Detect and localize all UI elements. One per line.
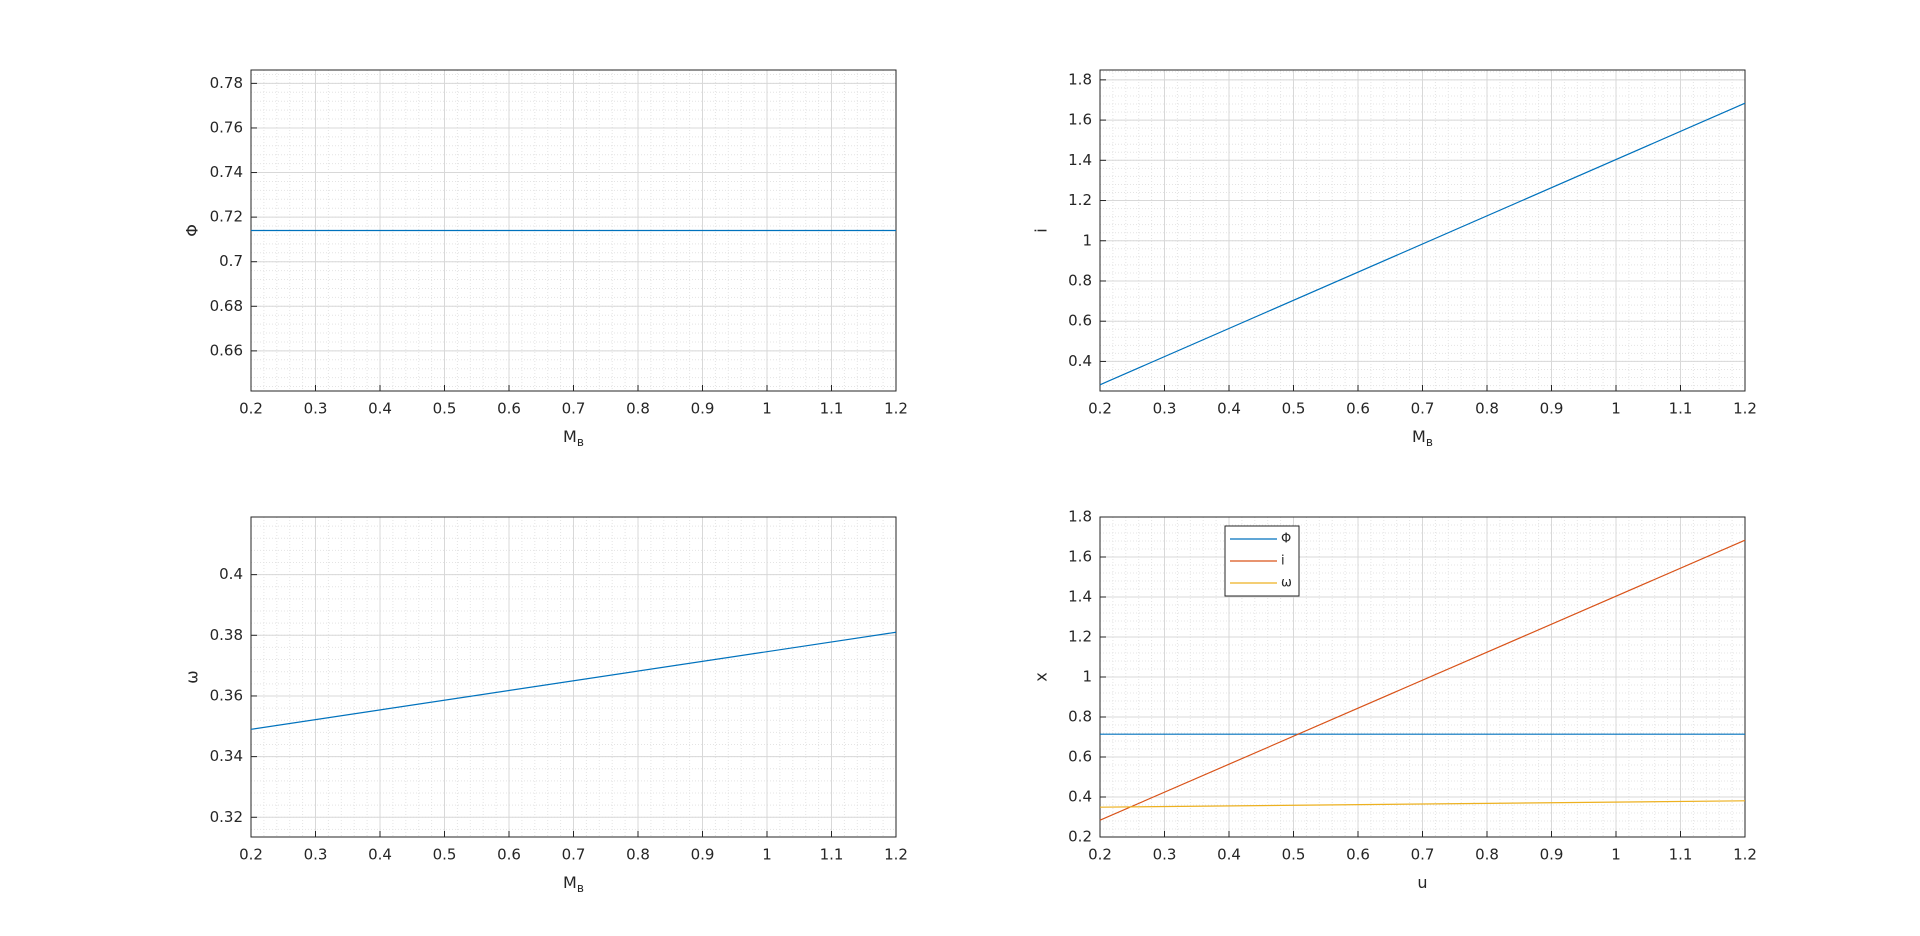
x-tick-label: 0.2	[239, 846, 263, 864]
y-tick-label: 0.66	[210, 341, 243, 359]
data-line	[1099, 539, 1746, 821]
x-tick-label: 1.2	[1733, 400, 1757, 418]
y-tick-label: 0.8	[1068, 271, 1092, 289]
x-tick-label: 1.1	[820, 400, 844, 418]
y-tick-label: 1	[1082, 668, 1092, 686]
y-tick-label: 0.6	[1068, 312, 1092, 330]
x-tick-label: 0.8	[626, 846, 650, 864]
x-label-text: M	[1412, 427, 1426, 446]
x-tick-label: 1.2	[884, 400, 908, 418]
y-tick-label: 0.76	[210, 118, 243, 136]
y-tick-label: 1.6	[1068, 111, 1092, 129]
x-tick-label: 0.2	[1088, 846, 1112, 864]
x-tick-label: 0.9	[1540, 400, 1564, 418]
y-tick-label: 0.78	[210, 74, 243, 92]
x-tick-label: 1.1	[820, 846, 844, 864]
y-tick-label: 0.36	[210, 686, 243, 704]
axes-box	[1099, 69, 1746, 392]
y-tick-label: 1.8	[1068, 508, 1092, 526]
legend-label: i	[1281, 554, 1285, 569]
x-tick-label: 0.5	[433, 400, 457, 418]
x-label-text: M	[563, 873, 577, 892]
x-tick-label: 0.3	[304, 846, 328, 864]
x-tick-label: 1.2	[1733, 846, 1757, 864]
axes-box	[250, 516, 897, 838]
x-tick-label: 1	[762, 846, 772, 864]
x-tick-label: 0.6	[497, 400, 521, 418]
x-axis-label: Mв	[563, 873, 584, 895]
y-tick-label: 1.8	[1068, 70, 1092, 88]
y-tick-label: 0.68	[210, 297, 243, 315]
axes-box	[1099, 516, 1746, 838]
y-tick-label: 0.6	[1068, 748, 1092, 766]
x-tick-label: 0.9	[1540, 846, 1564, 864]
y-tick-label: 1.4	[1068, 588, 1092, 606]
legend-label: ω	[1281, 576, 1292, 591]
x-tick-label: 0.2	[1088, 400, 1112, 418]
y-tick-label: 1.2	[1068, 628, 1092, 646]
x-tick-label: 0.5	[1282, 846, 1306, 864]
y-tick-label: 0.8	[1068, 708, 1092, 726]
x-tick-label: 1.1	[1669, 400, 1693, 418]
x-tick-label: 0.4	[1217, 846, 1241, 864]
y-tick-label: 1	[1082, 231, 1092, 249]
y-tick-label: 0.32	[210, 808, 243, 826]
x-tick-label: 0.4	[368, 400, 392, 418]
x-tick-label: 0.7	[562, 846, 586, 864]
x-tick-label: 0.7	[1411, 400, 1435, 418]
x-tick-label: 1	[1611, 400, 1621, 418]
x-tick-label: 0.7	[1411, 846, 1435, 864]
x-tick-label: 0.2	[239, 400, 263, 418]
x-axis-label: u	[1417, 873, 1427, 892]
y-tick-label: 0.4	[219, 565, 243, 583]
x-tick-label: 0.6	[1346, 400, 1370, 418]
x-tick-label: 1.1	[1669, 846, 1693, 864]
x-tick-label: 0.3	[304, 400, 328, 418]
y-tick-label: 0.38	[210, 626, 243, 644]
x-label-text: M	[563, 427, 577, 446]
x-tick-label: 0.6	[1346, 846, 1370, 864]
x-tick-label: 1	[1611, 846, 1621, 864]
x-tick-label: 0.4	[368, 846, 392, 864]
x-label-subscript: в	[1426, 435, 1433, 449]
x-tick-label: 0.8	[1475, 846, 1499, 864]
x-axis-label: Mв	[563, 427, 584, 449]
x-tick-label: 0.9	[691, 846, 715, 864]
x-tick-label: 0.6	[497, 846, 521, 864]
legend-label: Φ	[1281, 532, 1291, 547]
x-tick-label: 0.9	[691, 400, 715, 418]
y-tick-label: 0.34	[210, 747, 243, 765]
y-axis-label: i	[1032, 228, 1051, 232]
data-line	[1099, 102, 1746, 386]
x-label-subscript: в	[577, 435, 584, 449]
x-tick-label: 0.8	[626, 400, 650, 418]
y-tick-label: 0.2	[1068, 828, 1092, 846]
y-tick-label: 1.2	[1068, 191, 1092, 209]
y-tick-label: 0.4	[1068, 788, 1092, 806]
x-tick-label: 0.5	[433, 846, 457, 864]
y-tick-label: 0.72	[210, 208, 243, 226]
y-tick-label: 0.7	[219, 252, 243, 270]
x-tick-label: 0.5	[1282, 400, 1306, 418]
y-tick-label: 0.4	[1068, 352, 1092, 370]
x-tick-label: 0.3	[1153, 846, 1177, 864]
data-line	[250, 631, 897, 730]
x-axis-label: Mв	[1412, 427, 1433, 449]
y-axis-label: x	[1032, 672, 1051, 681]
x-tick-label: 0.8	[1475, 400, 1499, 418]
y-tick-label: 0.74	[210, 163, 243, 181]
y-tick-label: 1.4	[1068, 151, 1092, 169]
x-tick-label: 0.3	[1153, 400, 1177, 418]
y-tick-label: 1.6	[1068, 548, 1092, 566]
x-tick-label: 0.4	[1217, 400, 1241, 418]
x-tick-label: 1.2	[884, 846, 908, 864]
y-axis-label: Φ	[183, 224, 202, 237]
y-axis-label: ω	[183, 670, 202, 683]
x-tick-label: 0.7	[562, 400, 586, 418]
x-label-subscript: в	[577, 881, 584, 895]
data-line	[1099, 800, 1746, 808]
x-tick-label: 1	[762, 400, 772, 418]
x-label-text: u	[1417, 873, 1427, 892]
